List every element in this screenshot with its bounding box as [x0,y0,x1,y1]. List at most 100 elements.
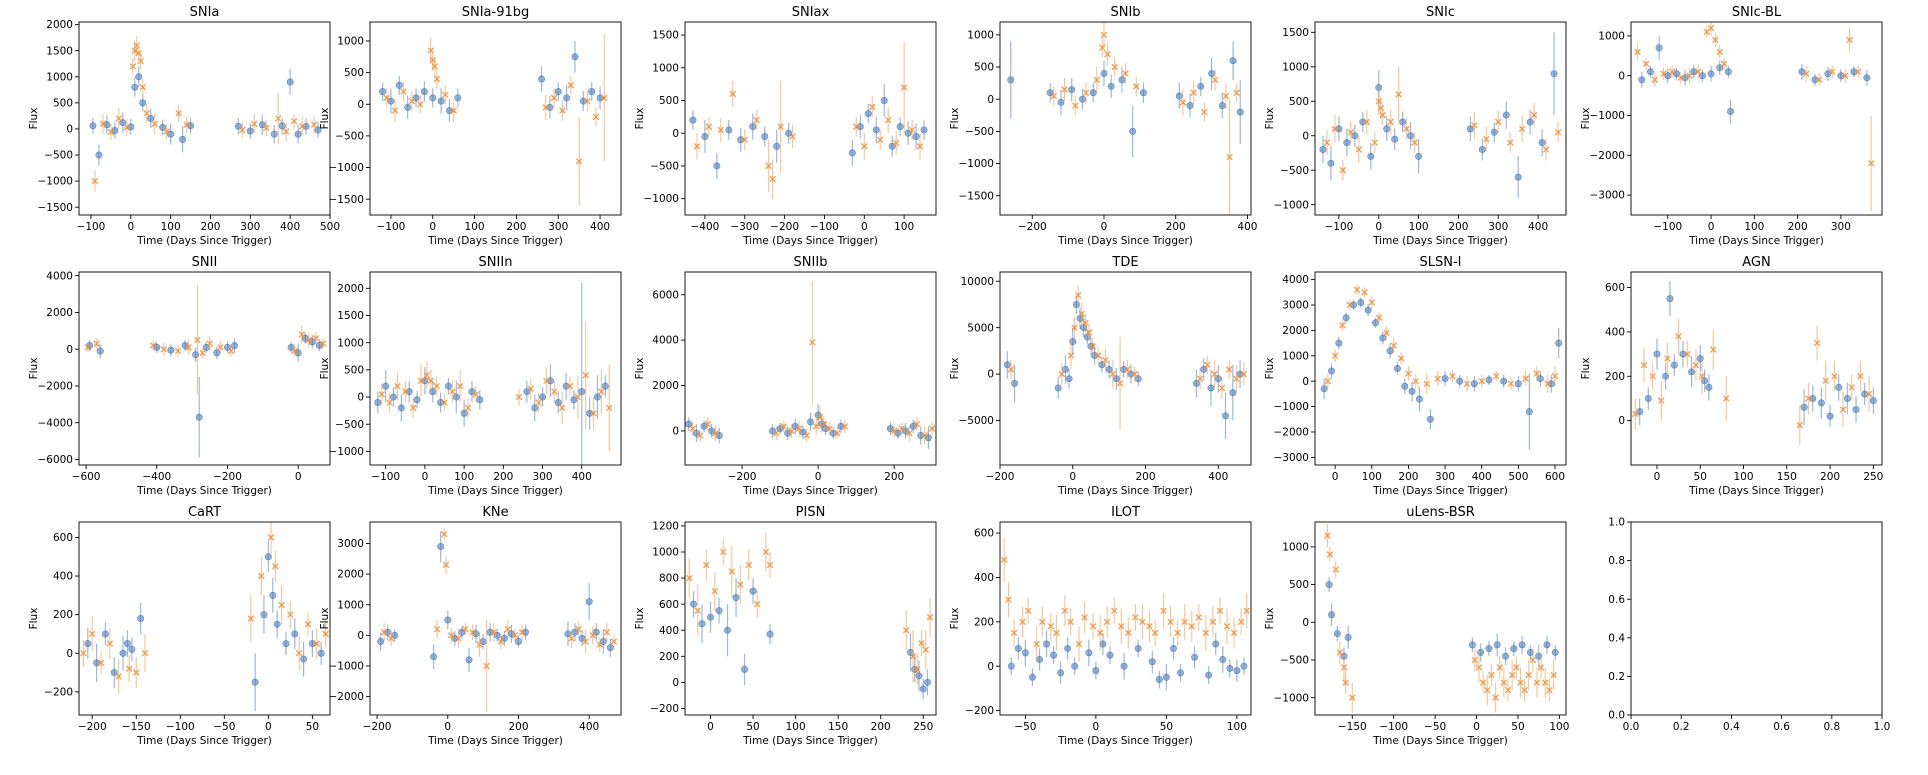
data-point-x [1124,366,1131,373]
data-point-x [1677,74,1685,81]
data-point-circle [1343,139,1351,147]
data-point-x [1058,370,1066,378]
chart-panel: SNII−600 −400 −200 0−6000−4000−200002000400… [28,255,331,497]
y-axis-label: Flux [319,358,331,380]
data-point-x [1336,649,1344,656]
x-tick-label: 300 [533,471,553,483]
y-tick-label: 0 [357,99,364,111]
x-tick-label: 200 [1820,471,1840,483]
chart-panel: SNIIn−100 0 100 200 300 400−1000−500050010001… [319,255,622,497]
chart-title: AGN [1742,255,1770,270]
data-point-circle [1207,384,1215,392]
chart-panel: TDE −200 0 200 400 −5000 0 5000 10000 Time (Days … [949,255,1252,497]
data-point-circle [1662,372,1670,380]
data-point-x [1078,310,1086,318]
data-point-x [551,388,558,395]
y-tick-label: 0 [672,426,679,438]
x-tick-label: −300 [730,221,759,233]
data-point-circle [563,94,571,102]
data-point-x [1082,319,1089,327]
data-point-x [693,143,701,150]
data-point-circle [300,655,308,663]
data-point-x [416,101,424,108]
y-tick-label: −1000 [328,446,364,458]
data-point-x [737,581,744,588]
data-point-x [1478,377,1485,385]
y-tick-label: −3000 [1273,452,1309,464]
chart-title: SNIa [190,5,220,20]
plot-frame [1630,271,1883,466]
data-point-x [1423,380,1431,387]
data-point-x [1493,372,1500,380]
data-point-circle [514,637,522,645]
data-point-x [704,420,712,428]
data-point-x [400,88,407,95]
data-point-circle [1666,295,1674,303]
y-tick-label: −1000 [643,193,679,205]
data-point-x [1371,139,1379,146]
y-tick-label: 0 [987,661,994,673]
data-point-x [1151,629,1159,637]
data-point-x [383,94,390,102]
data-point-circle [1727,108,1735,116]
y-axis-label: Flux [1580,358,1592,380]
data-point-circle [585,598,593,606]
data-point-circle [564,630,572,638]
data-point-circle [1057,669,1065,677]
data-point-x [1496,664,1503,671]
data-point-x [861,143,868,150]
y-tick-label: 10000 [961,276,994,288]
data-point-circle [452,393,460,401]
data-point-x [1118,623,1125,630]
data-point-x [766,561,774,569]
data-point-x [1368,299,1376,306]
data-point-x [262,124,270,132]
x-tick-label: 50 [746,721,759,733]
data-point-circle [420,88,428,96]
data-point-circle [1344,633,1352,641]
data-point-circle [1175,92,1183,100]
data-point-x [160,345,168,353]
x-tick-label: 400 [579,721,599,733]
chart-panel: SNIc−100 0 100 200 300 400−1000−5000500100015… [1264,5,1567,247]
data-point-circle [1555,339,1563,347]
data-point-x [705,123,713,130]
data-point-x [1709,346,1717,353]
data-point-circle [1688,368,1696,376]
data-layer [377,528,618,712]
data-point-x [267,534,275,541]
x-tick-label: 0 [295,471,302,483]
y-tick-label: 500 [974,62,994,74]
data-point-circle [1407,132,1415,140]
data-point-circle [1850,68,1858,76]
x-tick-label: 500 [1508,471,1528,483]
x-tick-label: 250 [913,721,933,733]
data-point-x [1226,153,1233,161]
data-point-circle [1679,350,1687,358]
data-point-x [106,640,114,647]
x-axis-label: Time (Days Since Trigger) [1057,735,1193,747]
data-point-x [88,630,96,638]
y-tick-label: 0.4 [1608,632,1625,644]
data-point-x [469,629,476,636]
data-point-circle [1852,406,1860,414]
data-point-x [1181,618,1188,626]
data-point-circle [701,132,709,140]
chart-title: SLSN-I [1420,255,1462,270]
x-tick-label: 0 [444,721,451,733]
y-tick-label: −1000 [328,661,364,673]
data-point-circle [1325,581,1333,589]
x-tick-label: −150 [1338,721,1367,733]
data-point-x [298,123,306,130]
data-layer [1632,280,1877,446]
data-point-circle [1139,89,1147,97]
data-point-x [558,404,566,412]
data-point-x [1081,614,1088,621]
data-point-x [1061,607,1069,614]
data-point-x [1640,361,1648,369]
data-point-x [282,128,290,135]
data-point-circle [1543,641,1551,649]
data-point-x [535,399,542,406]
data-point-circle [1536,375,1544,383]
data-point-circle [1386,347,1394,355]
